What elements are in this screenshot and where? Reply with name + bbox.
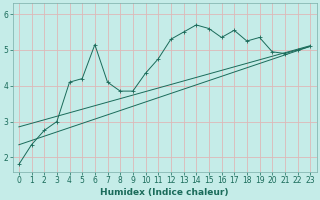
X-axis label: Humidex (Indice chaleur): Humidex (Indice chaleur) xyxy=(100,188,229,197)
